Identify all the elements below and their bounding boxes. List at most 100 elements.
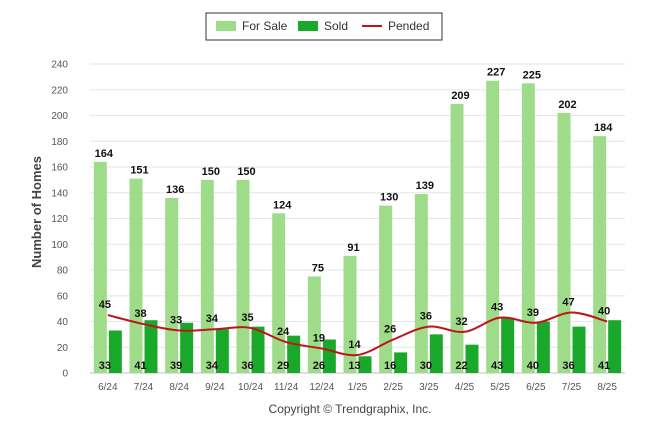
bar-for-sale [307,276,321,373]
data-label-pended: 14 [348,339,361,351]
x-tick-label: 2/25 [383,382,403,393]
bar-for-sale [379,205,393,373]
pended-line [107,311,608,357]
data-label-for-sale: 150 [237,166,255,178]
data-label-for-sale: 124 [273,199,292,211]
y-tick-label: 240 [51,60,68,71]
bar-for-sale [343,255,357,373]
y-tick-label: 140 [51,188,68,199]
x-tick-label: 7/24 [134,382,154,393]
legend-label-sold: Sold [324,19,348,33]
x-axis: 6/24 7/24 8/24 9/24 10/24 11/24 12/24 1/25 2/25 3… [98,382,617,393]
data-label-pended: 38 [134,308,146,320]
data-label-pended: 47 [562,296,574,308]
data-label-for-sale: 225 [523,69,541,81]
data-label-for-sale: 150 [202,166,220,178]
data-label-sold: 34 [206,360,219,372]
data-label-for-sale: 202 [558,99,576,111]
bar-for-sale [450,103,464,373]
y-tick-label: 200 [51,111,68,122]
bar-for-sale [236,179,250,373]
bar-sold [215,329,229,373]
data-label-pended: 45 [99,299,111,311]
data-label-pended: 24 [277,326,290,338]
bar-sold [501,317,515,373]
x-tick-label: 10/24 [238,382,263,393]
data-label-sold: 41 [598,360,610,372]
x-tick-label: 8/25 [597,382,617,393]
data-label-sold: 13 [348,360,360,372]
y-tick-label: 40 [57,317,69,328]
legend-label-for-sale: For Sale [242,19,288,33]
data-label-sold: 29 [277,360,289,372]
x-tick-label: 8/24 [169,382,189,393]
legend-swatch-for-sale [216,21,236,31]
data-label-pended: 19 [313,333,325,345]
data-label-sold: 41 [134,360,146,372]
data-label-for-sale: 75 [312,262,324,274]
bar-for-sale [272,213,286,373]
legend-box [205,12,443,41]
data-label-sold: 39 [170,360,182,372]
bar-sold [465,344,479,373]
x-tick-label: 3/25 [419,382,439,393]
y-tick-label: 80 [57,266,69,277]
bar-for-sale [200,179,214,373]
bar-sold [144,320,158,373]
bar-sold [429,334,443,373]
x-tick-label: 9/24 [205,382,225,393]
data-label-sold: 26 [313,360,325,372]
x-tick-label: 4/25 [455,382,475,393]
data-label-sold: 36 [241,360,253,372]
x-tick-label: 6/24 [98,382,118,393]
bar-sold [394,352,408,373]
data-label-for-sale: 227 [487,67,505,79]
legend-swatch-sold [298,21,318,31]
bar-for-sale [93,161,107,373]
x-tick-label: 12/24 [309,382,334,393]
y-tick-label: 220 [51,85,68,96]
data-label-for-sale: 184 [594,122,613,134]
data-labels: 164 33 151 41 136 39 150 34 150 36 124 29 75 26 91 13 13… [95,67,614,372]
bar-sold [358,356,372,373]
data-label-for-sale: 164 [95,148,114,160]
bar-for-sale [486,80,500,374]
data-label-sold: 40 [527,360,539,372]
bar-sold [251,326,265,373]
data-label-pended: 39 [527,307,539,319]
data-label-for-sale: 91 [347,242,359,254]
bar-sold [536,321,550,373]
bar-for-sale [521,83,535,373]
data-label-sold: 33 [99,360,111,372]
data-label-for-sale: 130 [380,192,398,204]
data-label-pended: 35 [241,312,253,324]
copyright-credit: Copyright © Trendgraphix, Inc. [269,402,432,416]
bar-sold [108,330,122,373]
y-tick-label: 160 [51,163,68,174]
bar-for-sale [557,112,571,374]
y-axis-title: Number of Homes [29,156,44,268]
x-tick-label: 11/24 [274,382,299,393]
bar-for-sale [593,136,607,373]
data-label-for-sale: 209 [451,90,469,102]
bar-for-sale [165,197,179,373]
y-tick-label: 60 [57,291,69,302]
data-label-sold: 22 [455,360,467,372]
data-label-pended: 32 [455,316,467,328]
bar-sold [180,322,194,373]
y-tick-label: 180 [51,137,68,148]
y-axis: 0 20 40 60 80 100 120 140 160 180 200 220 240 [51,60,68,380]
data-label-sold: 36 [562,360,574,372]
pended-series-line [107,311,608,357]
bar-for-sale [414,194,428,373]
data-label-sold: 30 [420,360,432,372]
data-label-pended: 36 [420,311,432,323]
data-label-pended: 43 [491,302,503,314]
x-tick-label: 7/25 [562,382,582,393]
data-label-for-sale: 139 [416,180,434,192]
data-label-pended: 26 [384,324,396,336]
bar-sold [608,320,622,373]
y-tick-label: 20 [57,343,69,354]
bar-for-sale [129,178,143,373]
